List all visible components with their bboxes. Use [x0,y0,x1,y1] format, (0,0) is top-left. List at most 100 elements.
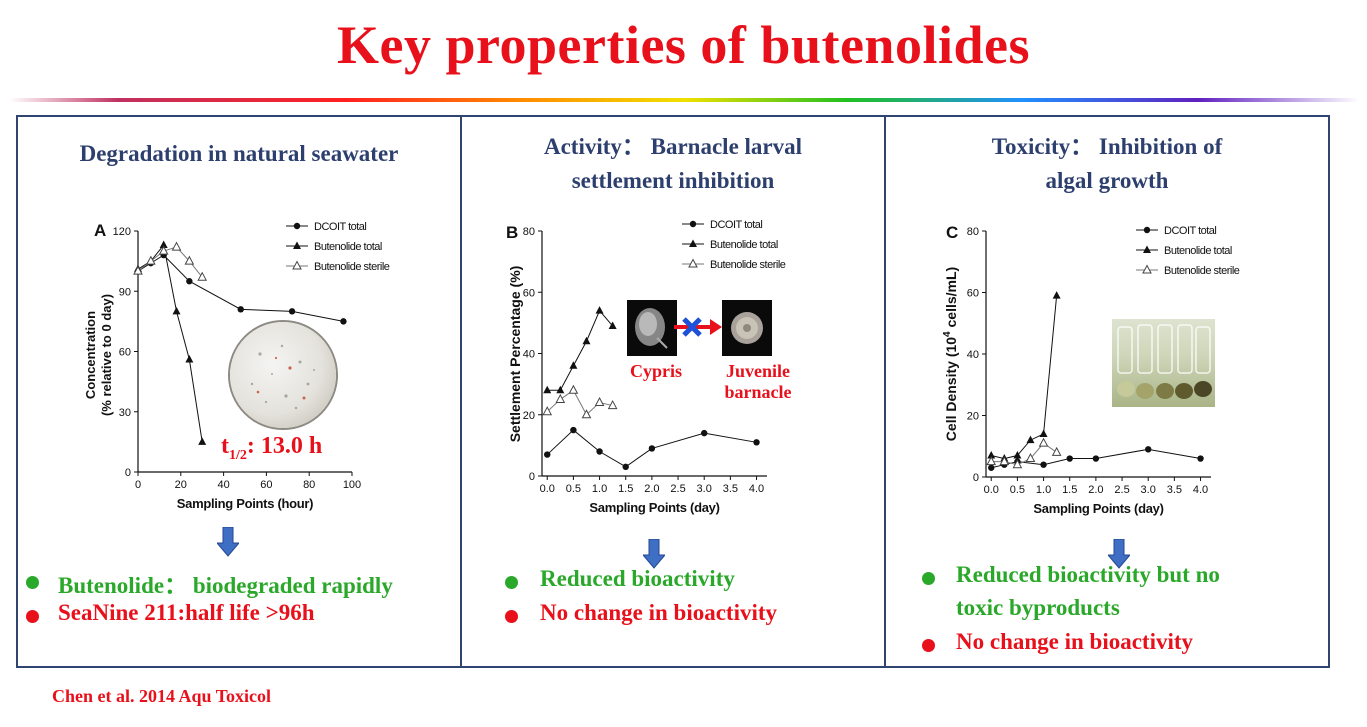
x-tick-label: 2.5 [670,483,685,495]
data-point-open-triangle [1051,446,1062,456]
data-point-circle [1066,455,1073,462]
data-point-circle [340,318,347,325]
bullet-reduced-bioactivity-line1: Reduced bioactivity but no [956,562,1220,587]
x-tick-label: 4.0 [749,483,764,495]
bullet-reduced-bioactivity: Reduced bioactivity [540,566,735,591]
data-point-open-triangle [986,456,997,466]
panel-a-heading: Degradation in natural seawater [79,141,399,166]
data-point-open-triangle [184,255,195,265]
data-point-triangle [556,385,565,394]
x-tick-label: 1.0 [1036,484,1051,496]
x-tick-label: 0.0 [984,484,999,496]
data-point-triangle [185,355,194,363]
legend-marker [293,241,301,249]
citation: Chen et al. 2014 Aqu Toxicol [52,686,272,706]
bullet-dot-red [26,610,39,623]
bullet-no-change: No change in bioactivity [956,629,1194,654]
series-line-triangle [137,243,203,442]
half-life-subscript: 1/2 [229,447,247,463]
panel-b-heading-line2: settlement inhibition [571,168,775,193]
x-tick-label: 2.0 [644,483,659,495]
panel-activity: Activity： Barnacle larval settlement inh… [460,115,886,668]
legend-marker [1142,264,1152,274]
panel-c-heading-line2: algal growth [1045,168,1169,193]
legend-marker [689,239,697,247]
juvenile-barnacle-photo [722,300,772,356]
data-point-circle [544,451,551,458]
data-point-triangle [1039,429,1048,437]
series-line-triangle [991,295,1058,460]
data-point-triangle [582,336,591,345]
bullet-dot-green [505,576,518,589]
x-tick-label: 0.5 [1010,484,1025,496]
y-axis-label: Cell Density (104 cells/mL) [942,267,959,441]
series-line-triangle [547,309,614,391]
y-axis-label-main: Cell Density (10 [943,337,959,441]
data-point-circle [1092,455,1100,462]
legend-label: Butenolide sterile [1164,265,1240,277]
data-point-circle [1145,446,1152,453]
data-point-open-triangle [581,409,592,419]
legend-label: DCOIT total [1164,225,1216,237]
data-point-triangle [198,437,207,445]
y-tick-label: 30 [119,407,131,419]
chart-b: 0.0 0.5 1.0 1.5 2.0 2.5 3.0 3.5 4.0 0 20 40 60 80 Samp… [506,219,786,515]
x-tick-label: 3.0 [697,483,712,495]
legend-marker [292,260,302,270]
data-point-open-triangle [171,241,182,251]
panel-b-heading-line1: Activity： Barnacle larval [543,134,803,159]
x-tick-label: 4.0 [1193,484,1208,496]
x-tick-label: 0 [135,479,141,491]
data-point-triangle [543,385,552,394]
data-point-circle [701,429,708,437]
legend-marker [1143,245,1151,253]
chart-a: 0 20 40 60 80 100 0 30 60 90 120 Sampling Points (h… [83,221,390,511]
x-tick-label: 3.5 [1167,484,1182,496]
x-tick-label: 2.0 [1088,484,1103,496]
x-tick-label: 60 [260,479,272,491]
x-tick-label: 3.5 [723,483,738,495]
juvenile-label-line1: Juvenile [725,361,790,381]
bullet-no-change: No change in bioactivity [540,600,778,625]
down-arrow-icon [1108,539,1130,569]
bullet-dot-red [922,639,935,652]
legend-label: Butenolide sterile [314,261,390,273]
data-point-triangle [159,240,168,249]
data-point-triangle [1052,291,1061,299]
data-point-triangle [595,306,604,314]
y-tick-label: 120 [113,226,131,238]
data-point-open-triangle [999,456,1010,466]
down-arrow-icon [643,539,665,569]
legend-label: Butenolide total [1164,245,1232,257]
page-title: Key properties of butenolides [337,15,1030,75]
panel-degradation: Degradation in natural seawater 0 20 40 60 8… [16,115,462,668]
y-tick-label: 60 [967,288,979,300]
data-point-circle [622,463,629,471]
data-point-circle [988,464,995,471]
data-point-triangle [172,306,181,315]
data-point-open-triangle [568,384,579,394]
data-point-open-triangle [1038,437,1049,447]
bullet-dot-red [505,610,518,623]
x-tick-label: 1.5 [1062,484,1077,496]
panel-toxicity: Toxicity： Inhibition of algal growth 0.0… [884,115,1330,668]
x-axis-label: Sampling Points (hour) [177,496,313,511]
cypris-label: Cypris [630,361,683,381]
data-point-circle [648,445,656,452]
juvenile-label-line2: barnacle [724,382,792,402]
y-tick-label: 0 [125,467,131,479]
data-point-triangle [608,321,617,329]
legend-marker [293,222,301,230]
data-point-open-triangle [1012,459,1023,469]
legend-label: Butenolide total [710,239,778,251]
data-point-triangle [1013,450,1022,459]
data-point-circle [288,308,296,315]
bullet-reduced-bioactivity-line2: toxic byproducts [956,595,1120,620]
y-axis-label: Settlement Percentage (%) [507,266,523,443]
data-point-open-triangle [158,245,169,255]
y-tick-label: 20 [523,410,535,422]
y-tick-label: 0 [973,472,979,484]
data-point-open-triangle [197,271,208,281]
legend-marker [688,258,698,268]
seawater-petri-dish-photo [230,322,336,428]
